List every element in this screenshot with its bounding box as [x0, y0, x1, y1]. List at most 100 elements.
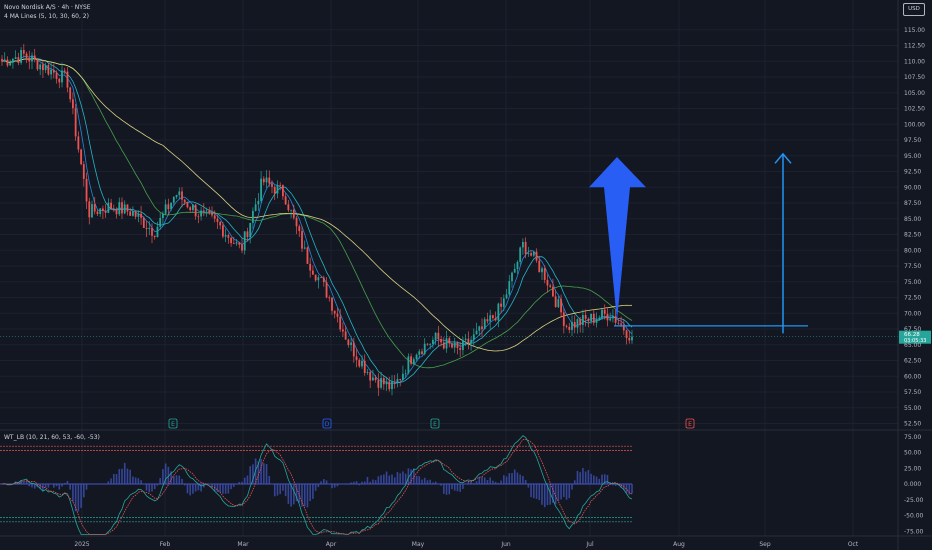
wt-histogram-bar	[432, 482, 434, 484]
wt-histogram-bar	[612, 484, 614, 486]
wt-histogram-bar	[20, 480, 22, 484]
wt-histogram-bar	[625, 484, 628, 493]
wt-histogram-bar	[445, 484, 448, 495]
wt-histogram-bar	[552, 484, 554, 503]
wt-histogram-bar	[23, 481, 25, 484]
candle-body	[77, 136, 80, 150]
event-marker[interactable]	[322, 418, 332, 429]
wt-histogram-bar	[530, 484, 532, 498]
candle-body	[102, 208, 104, 211]
candle-body	[453, 342, 456, 348]
wt-histogram-bar	[519, 474, 521, 484]
event-marker-letter: E	[433, 421, 437, 428]
candle-body	[393, 381, 396, 383]
candle-body	[200, 210, 202, 217]
candle-body	[115, 209, 118, 215]
wt-histogram-bar	[306, 484, 309, 508]
price-tick-label: 67.50	[904, 326, 921, 333]
candle-body	[622, 324, 625, 331]
wt-histogram-bar	[369, 481, 371, 484]
event-marker-letter: D	[325, 421, 330, 428]
candle-body	[107, 202, 110, 213]
indicator-title: 4 MA Lines (5, 10, 30, 60, 2)	[4, 13, 89, 20]
candle-body	[172, 197, 175, 203]
candle-body	[9, 62, 12, 66]
time-tick-label: 2025	[74, 541, 89, 548]
wt-histogram-bar	[516, 472, 519, 484]
candle-body	[25, 53, 28, 58]
event-marker[interactable]	[168, 418, 178, 429]
candle-body	[224, 235, 227, 237]
wt-histogram-bar	[576, 470, 579, 484]
candle-body	[55, 72, 58, 79]
wt-histogram-bar	[535, 484, 538, 499]
candle-body	[437, 332, 440, 340]
candle-body	[342, 329, 344, 332]
candle-body	[183, 199, 186, 203]
candle-body	[481, 326, 483, 330]
wt-histogram-bar	[126, 468, 129, 484]
event-marker[interactable]	[685, 418, 695, 429]
wt-histogram-bar	[503, 475, 505, 484]
candle-body	[410, 356, 412, 364]
ma10-line	[1, 57, 633, 383]
wt-histogram-bar	[186, 484, 189, 494]
wt-histogram-bar	[631, 484, 633, 494]
candle-body	[366, 372, 369, 373]
wt-histogram-bar	[361, 481, 363, 484]
grid-lines	[0, 0, 898, 536]
time-tick-label: Jun	[500, 541, 511, 548]
wt-histogram-bar	[546, 484, 549, 506]
wt-histogram-bar	[293, 484, 295, 505]
candle-body	[549, 285, 552, 287]
wt-tick-label: 25.00	[904, 465, 921, 472]
candle-body	[287, 204, 290, 211]
candle-body	[134, 211, 137, 217]
time-tick-label: Feb	[160, 541, 171, 548]
currency-button[interactable]: USD	[903, 3, 925, 16]
wt-histogram-bar	[620, 484, 622, 488]
candle-body	[404, 373, 407, 375]
price-tick-label: 77.50	[904, 263, 921, 270]
wt-histogram-bar	[14, 481, 17, 484]
wt-histogram-bar	[33, 484, 36, 489]
candle-body	[99, 208, 102, 215]
candle-body	[309, 263, 312, 271]
wt-histogram-bar	[473, 483, 475, 484]
wt-histogram-bar	[216, 484, 219, 493]
candle-body	[306, 247, 309, 264]
candle-body	[137, 213, 140, 217]
wt-histogram-bar	[374, 480, 377, 484]
wt-histogram-bar	[443, 484, 445, 494]
candle-body	[325, 282, 328, 298]
wt-histogram-bar	[25, 480, 28, 484]
wt-histogram-bar	[295, 484, 298, 502]
wt-histogram-bar	[563, 484, 565, 498]
candle-body	[328, 297, 331, 299]
wt-histogram-bar	[418, 476, 421, 484]
wt-histogram-bar	[380, 475, 382, 484]
candle-body	[145, 227, 148, 229]
candle-body	[303, 247, 306, 249]
candle-body	[50, 69, 52, 75]
candle-body	[543, 268, 546, 280]
time-tick-label: Apr	[326, 541, 337, 548]
wt-histogram-bar	[183, 484, 186, 486]
candle-body	[486, 319, 489, 322]
wt-histogram-bar	[222, 484, 224, 494]
wt-tick-label: -25.00	[904, 497, 924, 504]
wt-histogram-bar	[148, 484, 151, 493]
candle-body	[472, 334, 475, 340]
candle-body	[595, 319, 598, 323]
candle-body	[167, 204, 170, 210]
wt-histogram-bar	[451, 484, 453, 490]
candle-body	[516, 261, 519, 270]
wt-histogram-bar	[260, 459, 262, 484]
wt-histogram-bar	[358, 484, 361, 486]
candle-body	[202, 210, 205, 212]
event-marker[interactable]	[430, 418, 440, 429]
candle-body	[104, 210, 107, 213]
wt-histogram-bar	[429, 479, 431, 484]
